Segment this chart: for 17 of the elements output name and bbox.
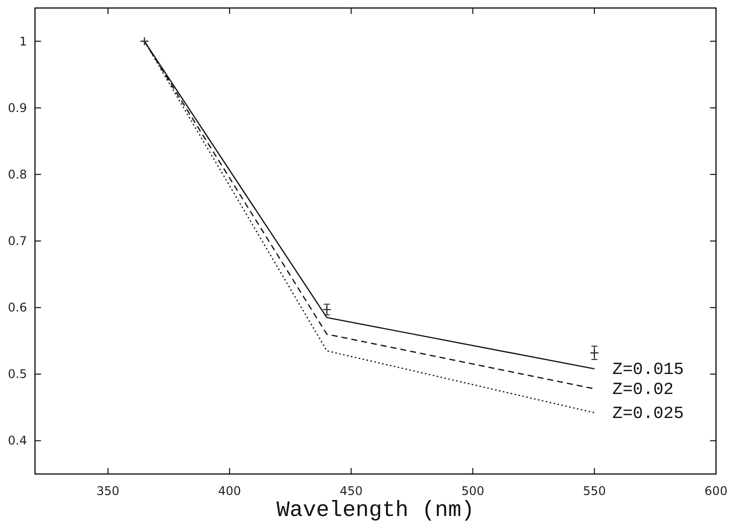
- y-tick-label: 0.6: [8, 300, 27, 315]
- x-axis-title: Wavelength (nm): [276, 498, 475, 523]
- legend-label: Z=0.015: [612, 360, 684, 380]
- series-label: Z=0.02: [612, 380, 674, 400]
- x-tick-label: 550: [582, 484, 606, 498]
- y-tick-label: 1: [19, 34, 27, 48]
- y-tick-label: 0.8: [8, 167, 27, 182]
- x-tick-label: 350: [96, 484, 120, 498]
- y-tick-label: 0.5: [8, 367, 27, 382]
- y-tick-label: 0.9: [8, 100, 27, 115]
- y-tick-label: 0.7: [8, 234, 27, 248]
- series-label: Z=0.025: [612, 404, 684, 424]
- x-tick-label: 500: [461, 484, 484, 498]
- y-tick-label: 0.4: [8, 434, 27, 448]
- x-tick-label: 400: [218, 484, 242, 498]
- x-tick-label: 600: [704, 484, 728, 498]
- x-tick-label: 450: [340, 484, 363, 498]
